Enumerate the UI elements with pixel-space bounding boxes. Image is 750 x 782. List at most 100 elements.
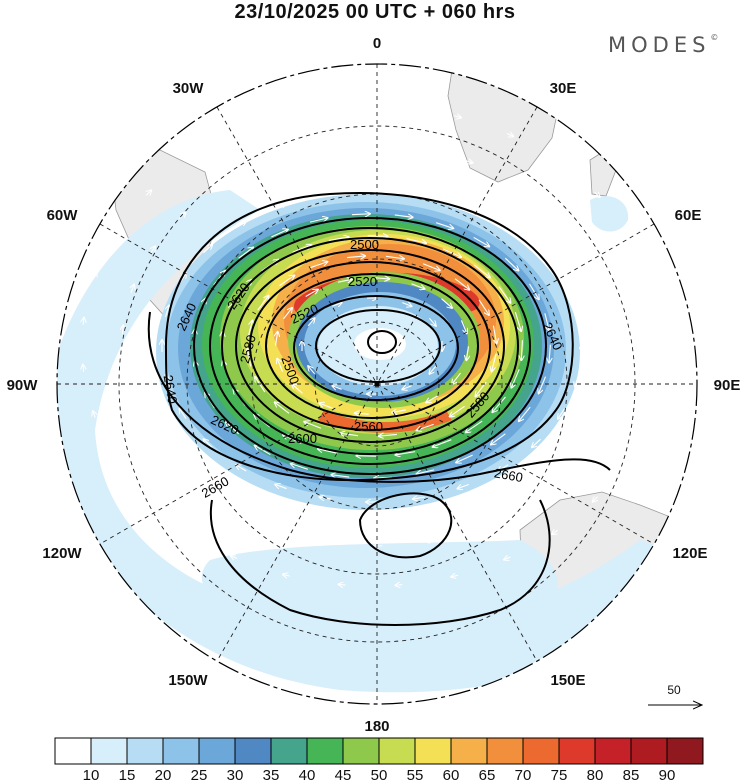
wind-vector [466,346,468,360]
wind-vector [379,434,397,436]
wind-vector [627,230,631,237]
wind-vector [375,278,389,279]
lon-label-30e: 30E [550,80,577,97]
wind-vector [621,357,622,367]
lon-label-180: 180 [364,718,389,735]
contour-label: 2660 [199,473,232,500]
wind-vector [321,542,331,543]
wind-vector [328,237,349,241]
colorbar-swatch [342,737,380,765]
colorbar-swatch [378,737,416,765]
wind-vector [457,202,468,207]
contour-2640 [164,192,574,482]
lon-label-60e: 60E [675,207,702,224]
wind-vector [491,433,506,445]
colorbar-tick-label: 90 [659,767,676,782]
contour-label: 2560 [354,419,383,434]
wind-vector [466,420,483,432]
contour-label: 2520 [348,274,377,289]
wind-vector [186,158,192,162]
wind-vector [519,406,531,421]
wind-vector [247,349,250,367]
wind-vector [351,214,370,215]
meridian-30e-150w [216,106,538,662]
speed-15-shelf [201,540,558,631]
wind-vector [492,396,506,412]
wind-vector [226,421,240,435]
wind-vector [144,495,149,500]
wind-vector [402,386,412,390]
wind-vector [275,203,286,208]
colorbar-swatch [450,737,488,765]
contour-2600 [209,227,531,465]
wind-vector [394,215,413,217]
contour-2500 [293,295,459,401]
wind-vector [178,213,186,220]
wind-vector [131,284,134,294]
colorbar-swatch [270,737,308,765]
colorbar-tick-label: 85 [623,767,640,782]
wind-vector [425,540,435,542]
colorbar-tick-label: 40 [299,767,316,782]
wind-vector [367,236,388,237]
wind-vector [428,317,435,326]
wind-vector [660,320,661,327]
wind-vector [582,238,588,245]
wind-vector [549,344,550,363]
wind-vector [216,185,224,190]
colorbar-swatch [666,737,704,765]
wind-vector [275,332,277,346]
wind-vector [606,275,610,284]
wind-vector [292,245,312,253]
lon-label-60w: 60W [47,207,79,224]
wind-vector [114,455,118,462]
wind-vector [347,256,365,258]
wind-vector [184,529,190,533]
lon-label-90w: 90W [7,377,39,394]
wind-vector [355,413,369,414]
brand-copyright: © [710,33,719,42]
contour-label: 2640 [161,374,181,405]
wind-vector [235,221,246,228]
wind-vector [532,438,541,447]
wind-vector [279,275,294,287]
colorbar-tick-label: 70 [515,767,532,782]
wind-vector [122,325,123,335]
wind-vector [493,325,496,344]
wind-vector [660,367,661,374]
colorbar-tick-label: 35 [263,767,280,782]
modes-logo: MODES© [608,33,718,57]
south-pole-dot [374,381,380,387]
wind-vector [422,263,440,271]
wind-vector [291,464,308,470]
wind-vector [305,290,318,297]
meridian-30w-150e [216,106,538,662]
contour-2620 [193,217,547,475]
contour-2520 [265,273,479,419]
wind-vector [213,271,225,286]
wind-vector [255,446,271,456]
colorbar-swatch [198,737,236,765]
chart-title: 23/10/2025 00 UTC + 060 hrs [234,1,516,23]
wind-vector [549,205,557,212]
wind-vector [292,384,303,394]
colorbar-tick-label: 10 [83,767,100,782]
wind-vector [426,395,439,402]
wind-vector [452,372,461,384]
colorbar-swatch [90,737,128,765]
wind-vector [398,107,406,108]
wind-vector [436,222,453,229]
wind-vector [271,229,287,238]
wind-vector [593,497,598,502]
wind-vector [271,529,281,532]
wind-vector [504,557,511,560]
wind-vector [233,132,239,135]
colorbar-swatch [522,737,560,765]
wind-vector [413,497,425,499]
lon-label-120e: 120E [672,545,707,562]
wind-vector [473,264,490,277]
colorbar-tick-label: 30 [227,767,244,782]
wind-vector [478,299,489,315]
wind-vector [429,365,437,374]
wind-vector [575,305,579,317]
